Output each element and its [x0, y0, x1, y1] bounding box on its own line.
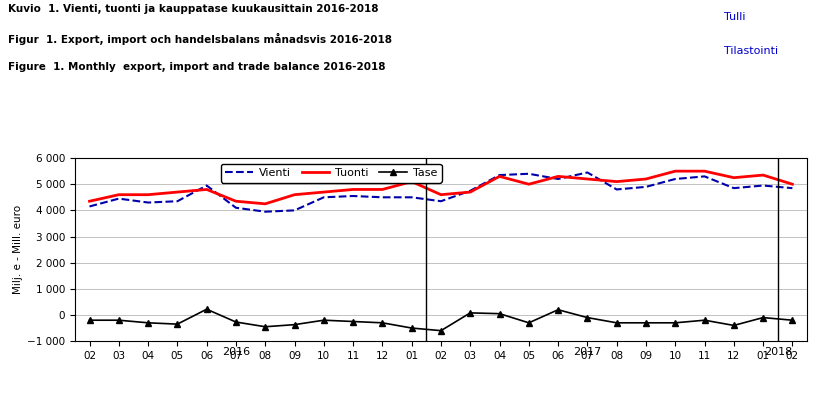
Text: Tulli: Tulli — [724, 12, 745, 22]
Tuonti — [260, 201, 270, 206]
Tase — [85, 318, 95, 323]
Tase — [524, 320, 534, 325]
Vienti — [201, 183, 211, 188]
Vienti — [582, 170, 592, 175]
Tase — [231, 319, 241, 324]
Tase — [378, 320, 388, 325]
Tuonti — [436, 192, 446, 197]
Vienti — [172, 199, 182, 204]
Tuonti — [407, 179, 417, 184]
Vienti — [465, 188, 475, 193]
Line: Vienti: Vienti — [90, 173, 792, 212]
Vienti — [787, 186, 797, 191]
Tuonti — [465, 190, 475, 195]
Text: Kuvio  1. Vienti, tuonti ja kauppatase kuukausittain 2016-2018: Kuvio 1. Vienti, tuonti ja kauppatase ku… — [8, 4, 379, 14]
Tuonti — [172, 190, 182, 195]
Tuonti — [290, 192, 300, 197]
Tuonti — [700, 168, 710, 173]
Tuonti — [143, 192, 153, 197]
Vienti — [612, 187, 622, 192]
Tase — [290, 322, 300, 327]
Tuonti — [671, 168, 681, 173]
Tase — [729, 323, 739, 328]
Tase — [407, 326, 417, 331]
Tase — [700, 318, 710, 323]
Tuonti — [378, 187, 388, 192]
Tase — [582, 315, 592, 320]
Tase — [553, 307, 563, 312]
Vienti — [436, 199, 446, 204]
Tase — [671, 320, 681, 325]
Text: 2016: 2016 — [222, 347, 250, 357]
Tuonti — [494, 174, 504, 179]
Vienti — [641, 184, 651, 189]
Vienti — [85, 204, 95, 209]
Vienti — [260, 209, 270, 214]
Tuonti — [729, 175, 739, 180]
Vienti — [290, 208, 300, 213]
Tuonti — [85, 199, 95, 204]
Text: 2017: 2017 — [573, 347, 602, 357]
Line: Tuonti: Tuonti — [90, 171, 792, 204]
Vienti — [671, 176, 681, 181]
Vienti — [729, 186, 739, 191]
Tase — [494, 311, 504, 316]
Line: Tase: Tase — [87, 307, 795, 334]
Vienti — [524, 171, 534, 176]
Vienti — [348, 193, 358, 198]
Text: Tilastointi: Tilastointi — [724, 46, 778, 56]
Tuonti — [114, 192, 124, 197]
Tuonti — [787, 182, 797, 187]
Tase — [787, 318, 797, 323]
Vienti — [143, 200, 153, 205]
Vienti — [407, 195, 417, 200]
Tuonti — [348, 187, 358, 192]
Tase — [319, 318, 329, 323]
Tuonti — [553, 174, 563, 179]
Tuonti — [758, 173, 768, 178]
Vienti — [378, 195, 388, 200]
Tuonti — [201, 187, 211, 192]
Tase — [348, 319, 358, 324]
Tuonti — [319, 190, 329, 195]
Text: Figur  1. Export, import och handelsbalans månadsvis 2016-2018: Figur 1. Export, import och handelsbalan… — [8, 33, 393, 45]
Vienti — [114, 196, 124, 201]
Tase — [172, 322, 182, 327]
Tuonti — [641, 176, 651, 181]
Vienti — [758, 183, 768, 188]
Tuonti — [524, 182, 534, 187]
Tuonti — [231, 199, 241, 204]
Vienti — [553, 176, 563, 181]
Tase — [114, 318, 124, 323]
Y-axis label: Milj. e - Mill. euro: Milj. e - Mill. euro — [12, 205, 22, 294]
Tase — [641, 320, 651, 325]
Tase — [758, 315, 768, 320]
Tase — [143, 320, 153, 325]
Tuonti — [612, 179, 622, 184]
Text: 2018: 2018 — [764, 347, 792, 357]
Text: Figure  1. Monthly  export, import and trade balance 2016-2018: Figure 1. Monthly export, import and tra… — [8, 62, 386, 72]
Tase — [465, 310, 475, 315]
Vienti — [231, 205, 241, 210]
Legend: Vienti, Tuonti, Tase: Vienti, Tuonti, Tase — [220, 163, 442, 183]
Tase — [612, 320, 622, 325]
Tase — [260, 324, 270, 329]
Vienti — [700, 174, 710, 179]
Tase — [201, 307, 211, 312]
Tase — [436, 328, 446, 333]
Vienti — [494, 173, 504, 178]
Tuonti — [582, 176, 592, 181]
Vienti — [319, 195, 329, 200]
